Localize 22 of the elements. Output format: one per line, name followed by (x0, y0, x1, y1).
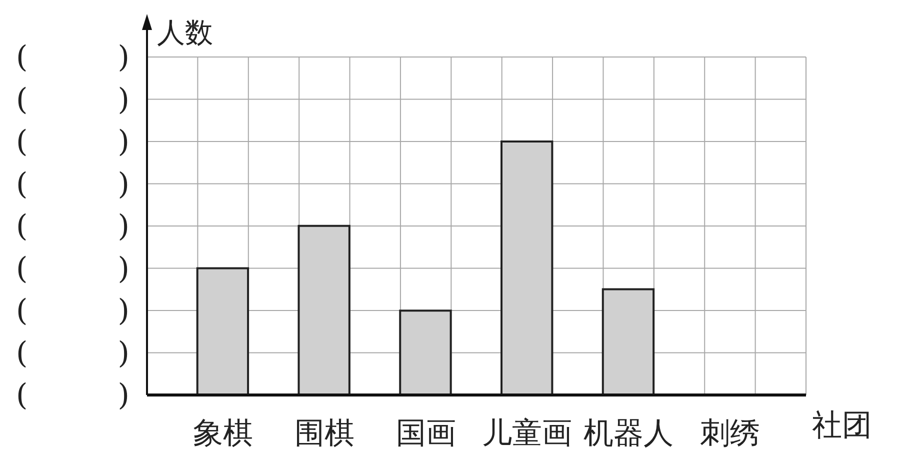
text: ( ) (16, 294, 130, 328)
x-tick-label: 国画 (396, 416, 456, 451)
x-tick-label: 儿童画 (482, 416, 572, 451)
text: ( ) (16, 378, 130, 413)
x-axis-title: 社团 (812, 408, 872, 443)
x-tick-label: 刺绣 (700, 416, 760, 451)
text: ( ) (16, 166, 130, 202)
bar (298, 224, 350, 395)
bar (602, 288, 655, 395)
text: ( ) (16, 336, 130, 371)
bar (500, 140, 554, 395)
bar (196, 267, 250, 395)
text: ( ) (16, 40, 130, 75)
text: ( ) (16, 124, 130, 160)
text: ( ) (16, 251, 130, 286)
x-tick-label: 机器人 (584, 416, 674, 451)
text: ( ) (16, 209, 130, 244)
bar (399, 310, 452, 395)
text: ( ) (16, 82, 130, 118)
x-tick-label: 象棋 (193, 416, 254, 451)
y-axis-title: 人数 (157, 16, 213, 49)
x-tick-label: 围棋 (294, 416, 354, 451)
